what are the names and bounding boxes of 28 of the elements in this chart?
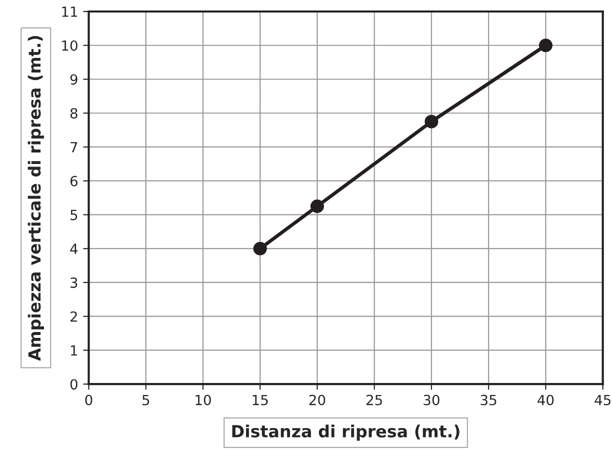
x-tick-label: 10 [196,394,211,406]
x-tick-label: 25 [366,394,382,406]
point [253,242,267,256]
x-tick-label: 35 [480,394,496,406]
y-tick-label: 10 [62,40,78,51]
y-tick-label: 5 [70,210,78,220]
x-tick-label: 0 [85,394,92,406]
x-tick-label: 15 [252,394,268,406]
y-tick-label: 1 [71,345,78,356]
y-tick-label: 0 [70,379,78,390]
x-tick-label: 5 [142,394,150,406]
y-tick-label: 11 [62,6,78,17]
y-axis-title: Ampiezza verticale di ripresa (mt.) [28,36,44,361]
point [538,38,552,52]
x-tick-label: 45 [594,394,610,406]
point [424,114,438,128]
x-tick-label: 30 [424,394,440,406]
x-tick-label: 40 [538,394,554,406]
y-tick-label: 6 [70,176,78,186]
y-tick-label: 8 [70,108,78,119]
y-tick-label: 7 [70,142,78,152]
x-tick-label: 20 [309,394,326,406]
y-tick-label: 9 [70,74,78,85]
point [310,200,324,214]
y-tick-label: 2 [70,311,77,322]
x-axis-title: Distanza di ripresa (mt.) [232,424,460,441]
y-tick-label: 4 [70,244,78,254]
y-tick-label: 3 [70,277,78,288]
